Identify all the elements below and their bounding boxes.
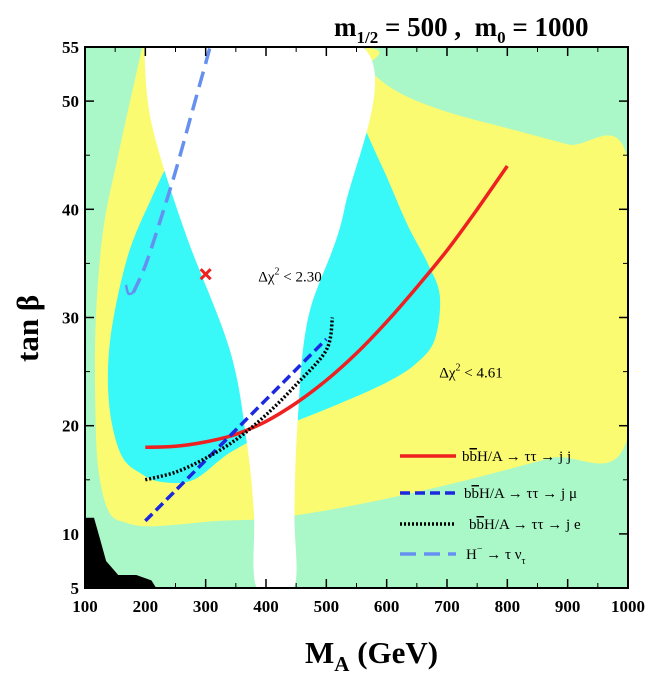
x-tick-label: 400 [253,597,279,616]
region-excluded-white [144,47,376,588]
x-tick-label: 600 [374,597,400,616]
x-tick-label: 300 [193,597,219,616]
legend-label-jj: bbH/A → ττ → j j [462,449,571,465]
y-tick-label: 50 [62,92,79,111]
series-jj-curve [145,165,509,450]
series-htaunu-hook [124,284,134,296]
y-axis-label: tan β [10,295,45,362]
chart-title: m1/2 = 500 , m0 = 1000 [334,12,589,47]
best-fit-marker [199,268,212,281]
region-excluded-black [85,517,157,588]
y-tick-label: 10 [62,525,79,544]
y-axis-ticks: 5 10 20 30 40 50 55 [62,38,628,598]
legend-label-je: bbH/A → ττ → j e [469,517,581,533]
x-tick-label: 700 [434,597,460,616]
series-htaunu-curve [131,47,212,294]
x-tick-label: 800 [495,597,521,616]
x-axis-label: MA (GeV) [305,635,438,676]
y-tick-label: 20 [62,417,79,436]
x-tick-label: 1000 [611,597,645,616]
series-jmu-curve [144,337,328,523]
y-tick-label: 5 [71,579,80,598]
x-tick-label: 900 [555,597,581,616]
y-tick-label: 40 [62,200,79,219]
x-tick-label: 100 [72,597,98,616]
x-tick-label: 500 [314,597,340,616]
legend: bbH/A → ττ → j j bbH/A → ττ → j μ bbH/A … [400,449,581,567]
annotation-chi2-461: Δχ2 < 4.61 [439,363,503,382]
y-tick-label: 55 [62,38,79,57]
x-tick-label: 200 [133,597,159,616]
series-je-curve [144,317,335,482]
y-tick-label: 30 [62,309,79,328]
legend-label-htaunu: H− → τ ντ [466,544,526,567]
legend-label-jmu: bbH/A → ττ → j μ [464,486,577,502]
annotation-chi2-230: Δχ2 < 2.30 [258,266,322,285]
x-axis-ticks: 100 200 300 400 500 600 700 800 900 1000 [72,47,645,616]
